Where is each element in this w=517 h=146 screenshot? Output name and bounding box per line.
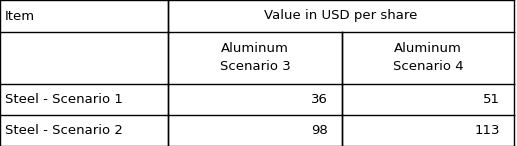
Text: 113: 113: [475, 124, 500, 137]
Text: Aluminum
Scenario 4: Aluminum Scenario 4: [393, 42, 463, 73]
Text: Aluminum
Scenario 3: Aluminum Scenario 3: [220, 42, 291, 73]
Text: Steel - Scenario 2: Steel - Scenario 2: [5, 124, 123, 137]
Text: Value in USD per share: Value in USD per share: [264, 9, 418, 22]
Text: Item: Item: [5, 9, 35, 22]
Text: Steel - Scenario 1: Steel - Scenario 1: [5, 93, 123, 106]
Text: 51: 51: [483, 93, 500, 106]
Text: 36: 36: [311, 93, 328, 106]
Text: 98: 98: [311, 124, 328, 137]
